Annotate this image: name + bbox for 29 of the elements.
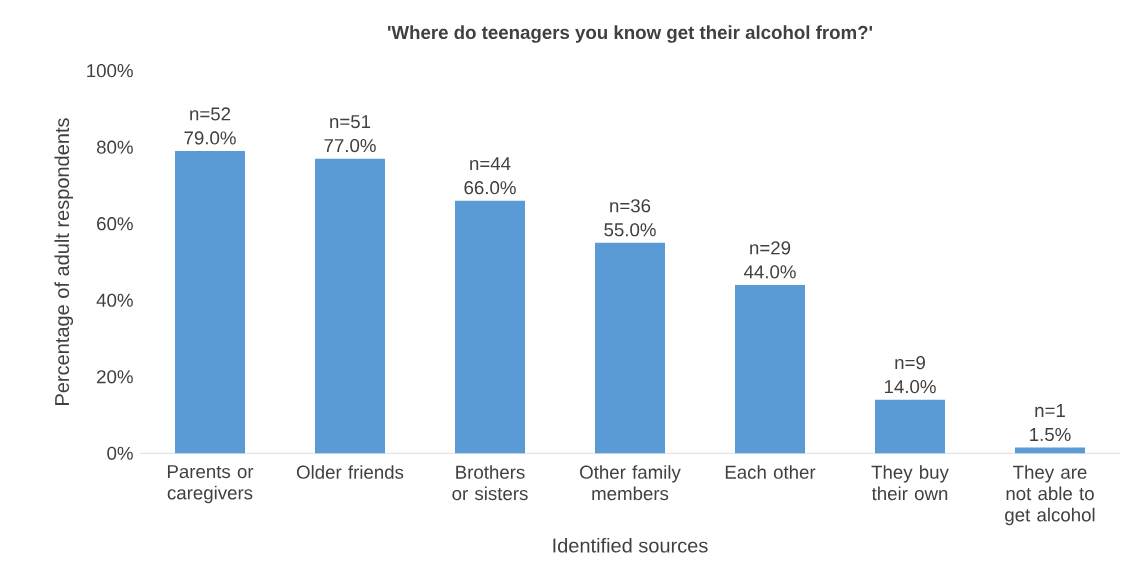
y-tick-label: 60%: [97, 217, 133, 231]
data-label: n=29 44.0%: [743, 241, 796, 279]
y-axis-title: Percentage of adult respondents: [54, 118, 74, 405]
x-tick-label: They are not able to get alcohol: [1005, 465, 1095, 526]
data-label: n=51 77.0%: [324, 115, 376, 153]
bar: [595, 242, 665, 454]
x-tick-label: Parents or caregivers: [167, 465, 254, 504]
x-tick-label: Older friends: [296, 465, 404, 479]
bar: [175, 151, 246, 454]
x-tick-label: Brothers or sisters: [452, 465, 528, 501]
y-tick-label: 0%: [107, 446, 133, 460]
y-tick-label: 20%: [97, 370, 133, 384]
data-label: n=52 79.0%: [184, 107, 236, 145]
bar: [875, 399, 945, 454]
chart-title: 'Where do teenagers you know get their alcohol from?': [388, 25, 873, 43]
bar: [735, 284, 805, 454]
y-tick-label: 100%: [87, 64, 133, 78]
data-label: n=9 14.0%: [884, 356, 936, 394]
data-label: n=1 1.5%: [1030, 404, 1071, 442]
y-tick-label: 40%: [96, 293, 133, 307]
x-axis-title: Identified sources: [553, 537, 708, 553]
data-label: n=36 55.0%: [604, 199, 656, 237]
x-tick-label: Other family members: [580, 465, 681, 501]
x-tick-label: They buy their own: [871, 465, 949, 501]
x-tick-label: Each other: [725, 465, 816, 479]
y-tick-label: 80%: [96, 140, 133, 154]
bar: [315, 158, 385, 454]
data-label: n=44 66.0%: [464, 157, 516, 195]
bar: [455, 200, 525, 454]
